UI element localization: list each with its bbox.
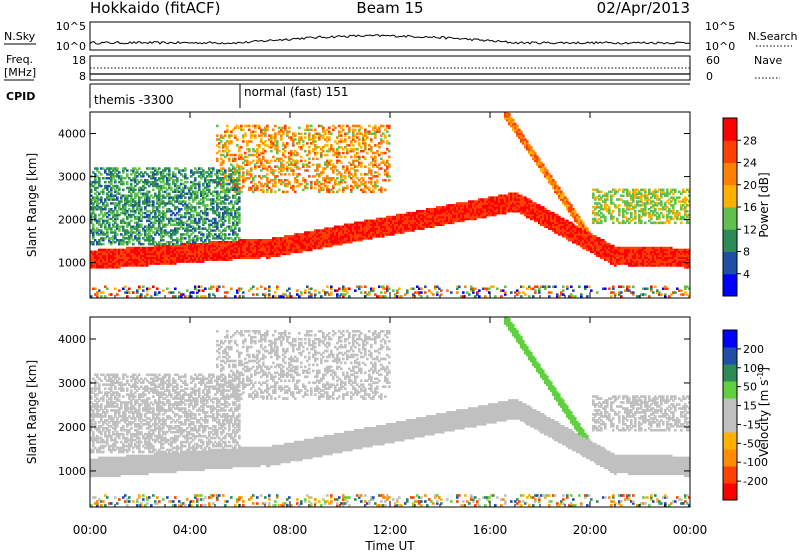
colorbar-tick-label: 200 [743,343,764,356]
time-tick-label: 20:00 [573,523,608,537]
time-axis: 00:00 04:00 08:00 12:00 16:00 20:00 00:00 [73,112,708,537]
colorbar-segment [723,140,737,163]
colorbar-tick-label: 20 [743,179,757,192]
nsearch-tick-top: 10^5 [705,20,735,33]
colorbar-tick-label: -100 [743,456,768,469]
power-heatmap [90,112,690,298]
colorbar-segment [723,118,737,141]
nsky-tick-bottom: 10^0 [56,40,86,53]
colorbar-segment [723,466,737,484]
colorbar-segment [723,273,737,297]
colorbar-segment [723,415,737,433]
colorbar-segment [723,251,737,275]
power-colorbar: 4 8 12 16 20 24 28 [722,117,757,297]
freq-unit: [MHz] [4,66,36,79]
velocity-y-axis: 1000 2000 3000 4000 [58,333,690,478]
nsearch-label: N.Search [748,30,798,43]
colorbar-tick-label: 28 [743,134,757,147]
nsky-tick-top: 10^5 [56,20,86,33]
y-tick-label: 4000 [58,128,86,141]
station-title: Hokkaido (fitACF) [90,0,221,17]
y-tick-label: 1000 [58,257,86,270]
colorbar-segment [723,162,737,186]
nsearch-tick-bottom: 10^0 [705,40,735,53]
cpid-segment-label: themis -3300 [94,93,174,107]
y-tick-label: 2000 [58,214,86,227]
colorbar-tick-label: 24 [743,157,757,170]
freq-strip-frame [89,55,691,81]
y-tick-label: 3000 [58,171,86,184]
colorbar-tick-label: 4 [743,268,750,281]
time-tick-label: 16:00 [473,523,508,537]
colorbar-tick-label: 50 [743,381,757,394]
colorbar-segment [723,449,737,467]
colorbar-tick-label: 12 [743,223,757,236]
colorbar-tick-label: 100 [743,362,764,375]
colorbar-segment [723,483,737,501]
colorbar-tick-label: -50 [743,437,761,450]
colorbar-segment [723,184,737,208]
colorbar-tick-label: 15 [743,400,757,413]
time-tick-label: 00:00 [673,523,708,537]
freq-tick-bottom: 8 [79,70,86,83]
velocity-colorbar-label: Velocity [m s-1] [756,367,771,457]
colorbar-segment [723,330,737,348]
cpid-strip: themis -3300 normal (fast) 151 [89,83,690,108]
colorbar-segment [723,432,737,450]
colorbar-segment [723,347,737,365]
colorbar-tick-label: 8 [743,246,750,259]
y-tick-label: 3000 [58,377,86,390]
power-ylabel: Slant Range [km] [25,153,39,257]
time-axis-label: Time UT [364,539,415,553]
cpid-segment-label: normal (fast) 151 [244,85,348,99]
power-y-axis: 1000 2000 3000 4000 [58,128,690,270]
nave-tick-top: 60 [706,54,720,67]
time-tick-label: 12:00 [373,523,408,537]
colorbar-segment [723,381,737,399]
colorbar-tick-label: 16 [743,201,757,214]
date-title: 02/Apr/2013 [597,0,690,17]
velocity-colorbar: -200 -100 -50 -15 15 50 100 200 [722,329,768,501]
nsky-strip-frame [89,21,691,51]
colorbar-segment [723,364,737,382]
colorbar-segment [723,229,737,252]
velocity-ylabel: Slant Range [km] [25,360,39,464]
nsky-label: N.Sky [4,30,36,43]
colorbar-tick-label: -200 [743,475,768,488]
y-tick-label: 2000 [58,421,86,434]
time-tick-label: 08:00 [273,523,308,537]
y-tick-label: 4000 [58,333,86,346]
freq-label: Freq. [6,53,33,66]
power-colorbar-label: Power [dB] [757,172,771,237]
freq-tick-top: 18 [72,54,86,67]
beam-title: Beam 15 [356,0,423,17]
colorbar-tick-label: -15 [743,418,761,431]
colorbar-segment [723,398,737,416]
cpid-label: CPID [6,90,35,103]
nave-label: Nave [754,54,782,67]
nave-tick-bottom: 0 [706,70,713,83]
nsky-trace [89,34,691,45]
colorbar-segment [723,207,737,230]
velocity-heatmap [90,317,690,507]
time-tick-label: 00:00 [73,523,108,537]
time-tick-label: 04:00 [173,523,208,537]
y-tick-label: 1000 [58,465,86,478]
